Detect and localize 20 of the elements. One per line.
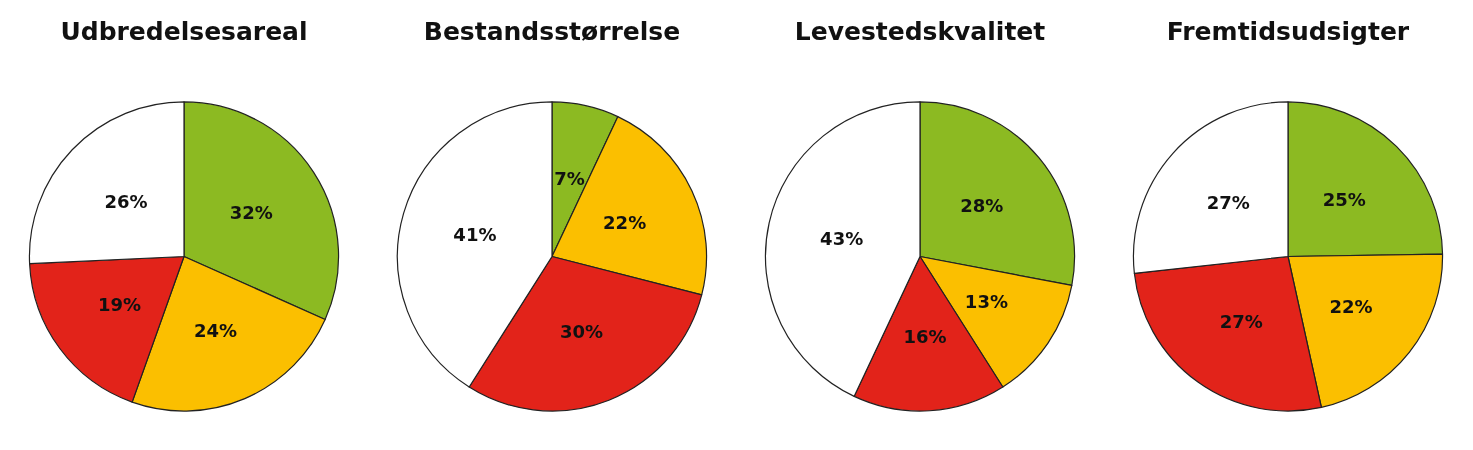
data-label: 30% bbox=[560, 320, 604, 342]
data-label: 25% bbox=[1322, 188, 1366, 210]
data-label: 22% bbox=[603, 211, 647, 233]
data-label: 22% bbox=[1329, 295, 1373, 317]
data-label: 19% bbox=[97, 293, 142, 315]
data-label: 26% bbox=[104, 190, 148, 212]
data-label: 27% bbox=[1219, 311, 1263, 333]
data-label: 27% bbox=[1206, 192, 1250, 214]
chart-title: Fremtidsudsigter bbox=[1166, 17, 1410, 46]
data-label: 24% bbox=[194, 319, 238, 341]
data-label: 28% bbox=[960, 194, 1004, 216]
data-label: 7% bbox=[554, 167, 585, 189]
chart-title: Bestandsstørrelse bbox=[423, 17, 681, 46]
data-label: 32% bbox=[229, 202, 273, 224]
chart-title: Udbredelsesareal bbox=[60, 17, 308, 46]
data-label: 43% bbox=[820, 228, 864, 250]
data-label: 13% bbox=[964, 291, 1008, 313]
data-label: 16% bbox=[903, 326, 947, 348]
data-label: 41% bbox=[453, 223, 497, 245]
chart-title: Levestedskvalitet bbox=[794, 17, 1046, 46]
